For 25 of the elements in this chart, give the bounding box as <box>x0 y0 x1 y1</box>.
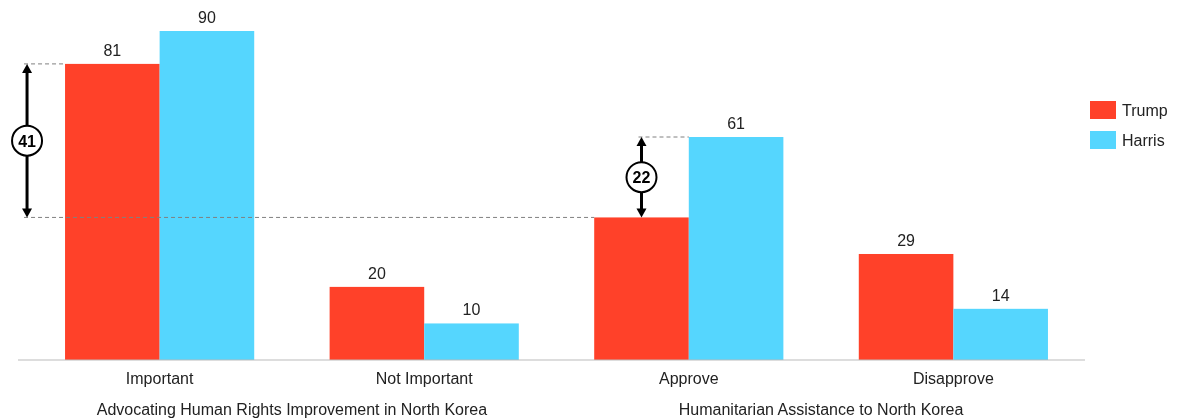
data-label: 10 <box>462 301 481 319</box>
bar <box>858 253 954 360</box>
legend-label: Harris <box>1122 132 1165 149</box>
data-label: 20 <box>368 264 386 282</box>
data-label: 81 <box>103 41 122 59</box>
annotation: 22 <box>632 169 651 187</box>
bar <box>688 137 784 360</box>
data-label: 90 <box>198 9 216 26</box>
x-tick-label: Not Important <box>375 370 474 387</box>
x-tick-label: Important <box>125 370 194 387</box>
x-tick-label: Approve <box>658 370 719 387</box>
data-label: 14 <box>991 286 1010 304</box>
bar <box>329 286 425 360</box>
annotation: 41 <box>18 132 37 150</box>
legend-label: Trump <box>1122 102 1168 119</box>
bar <box>953 308 1048 360</box>
text: Humanitarian Assistance to North Korea <box>678 401 964 418</box>
data-label: 61 <box>727 115 746 133</box>
bar <box>65 63 160 360</box>
bar <box>594 217 689 360</box>
text: Advocating Human Rights Improvement in North Korea <box>96 401 488 418</box>
bar <box>159 31 255 360</box>
x-tick-label: Disapprove <box>912 370 994 387</box>
bar <box>424 323 519 360</box>
data-label: 29 <box>897 231 916 249</box>
